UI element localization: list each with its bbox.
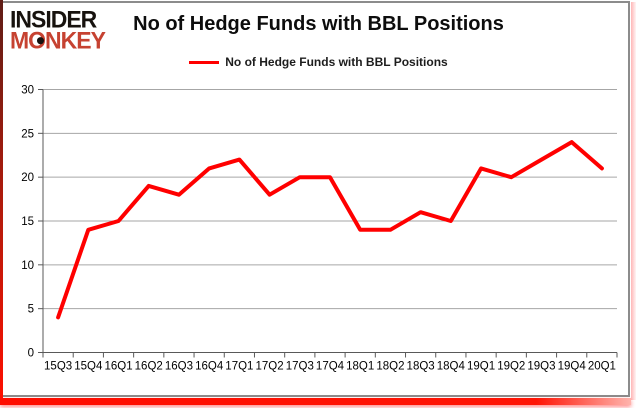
y-tick-label: 30 bbox=[21, 85, 34, 97]
x-tick-label: 15Q3 bbox=[44, 361, 72, 373]
x-tick-label: 16Q2 bbox=[135, 361, 163, 373]
frame-right-edge bbox=[631, 2, 636, 400]
x-tick-label: 18Q4 bbox=[437, 361, 466, 373]
logo-text-insider: INSIDER bbox=[10, 5, 97, 33]
logo-text-monkey: MONKEY bbox=[10, 26, 106, 54]
x-tick-label: 17Q3 bbox=[286, 361, 314, 373]
frame-left-edge bbox=[0, 0, 3, 401]
x-tick-label: 19Q2 bbox=[497, 361, 525, 373]
y-tick-label: 10 bbox=[21, 260, 34, 272]
chart-panel bbox=[3, 1, 630, 397]
x-tick-label: 17Q1 bbox=[225, 361, 253, 373]
y-tick-label: 20 bbox=[21, 172, 34, 184]
x-tick-label: 19Q4 bbox=[558, 361, 587, 373]
legend-line-swatch bbox=[189, 60, 220, 64]
x-tick-label: 15Q4 bbox=[74, 361, 103, 373]
x-tick-label: 19Q1 bbox=[467, 361, 495, 373]
x-tick-label: 18Q3 bbox=[407, 361, 435, 373]
insider-monkey-logo: INSIDER MONKEY bbox=[10, 5, 106, 54]
x-tick-label: 16Q1 bbox=[104, 361, 132, 373]
x-tick-label: 18Q1 bbox=[346, 361, 374, 373]
chart-legend: No of Hedge Funds with BBL Positions bbox=[0, 55, 637, 69]
series-line bbox=[56, 140, 604, 320]
x-tick-label: 19Q3 bbox=[527, 361, 555, 373]
chart-title: No of Hedge Funds with BBL Positions bbox=[133, 13, 504, 35]
legend-label: No of Hedge Funds with BBL Positions bbox=[225, 55, 448, 69]
y-tick-label: 25 bbox=[21, 128, 34, 140]
x-tick-label: 17Q2 bbox=[256, 361, 284, 373]
y-tick-label: 5 bbox=[28, 304, 34, 316]
x-tick-label: 16Q3 bbox=[165, 361, 193, 373]
x-tick-label: 18Q2 bbox=[376, 361, 404, 373]
y-tick-label: 0 bbox=[28, 348, 34, 360]
x-tick-label: 16Q4 bbox=[195, 361, 224, 373]
x-tick-label: 17Q4 bbox=[316, 361, 345, 373]
frame-bottom-edge bbox=[0, 398, 631, 405]
monkey-eye-icon bbox=[37, 37, 44, 45]
x-tick-label: 20Q1 bbox=[588, 361, 616, 373]
y-tick-label: 15 bbox=[21, 216, 34, 228]
